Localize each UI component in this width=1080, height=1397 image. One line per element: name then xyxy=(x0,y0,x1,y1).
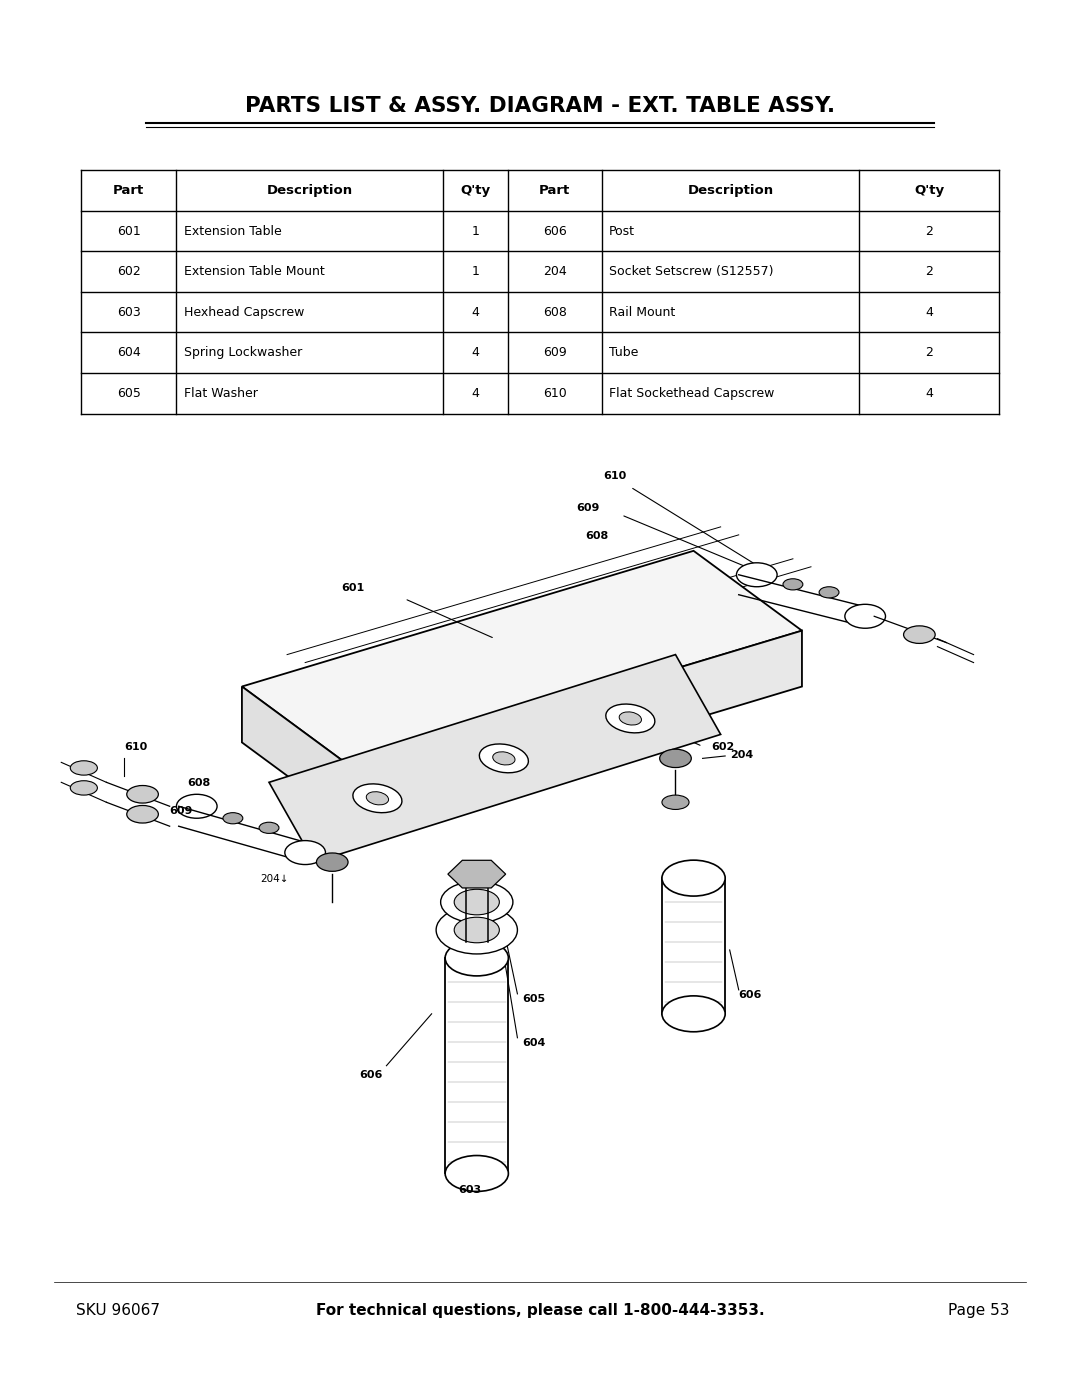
Text: Extension Table Mount: Extension Table Mount xyxy=(184,265,325,278)
Polygon shape xyxy=(350,630,802,823)
Ellipse shape xyxy=(285,841,325,865)
Ellipse shape xyxy=(366,792,389,805)
Polygon shape xyxy=(242,550,802,767)
Ellipse shape xyxy=(441,882,513,923)
Text: 609: 609 xyxy=(543,346,567,359)
Ellipse shape xyxy=(455,918,499,943)
Text: 601: 601 xyxy=(341,583,365,592)
Text: Part: Part xyxy=(113,184,145,197)
Text: 608: 608 xyxy=(188,778,211,788)
Polygon shape xyxy=(269,655,720,862)
Text: Flat Washer: Flat Washer xyxy=(184,387,258,400)
Text: 2: 2 xyxy=(926,225,933,237)
Text: Part: Part xyxy=(539,184,570,197)
Text: For technical questions, please call 1-800-444-3353.: For technical questions, please call 1-8… xyxy=(315,1303,765,1317)
Ellipse shape xyxy=(904,626,935,644)
Text: 608: 608 xyxy=(585,531,608,541)
Text: 609: 609 xyxy=(576,503,599,513)
Ellipse shape xyxy=(737,563,778,587)
Text: 204: 204 xyxy=(543,265,567,278)
Ellipse shape xyxy=(126,785,159,803)
Ellipse shape xyxy=(436,907,517,954)
Text: Socket Setscrew (S12557): Socket Setscrew (S12557) xyxy=(609,265,773,278)
Text: 1: 1 xyxy=(471,225,480,237)
Ellipse shape xyxy=(819,587,839,598)
Text: 604: 604 xyxy=(522,1038,545,1048)
Text: Rail Mount: Rail Mount xyxy=(609,306,675,319)
Ellipse shape xyxy=(353,784,402,813)
Ellipse shape xyxy=(445,940,509,977)
Text: 608: 608 xyxy=(543,306,567,319)
Text: 610: 610 xyxy=(543,387,567,400)
Text: 606: 606 xyxy=(360,1070,382,1080)
Polygon shape xyxy=(242,686,350,823)
Ellipse shape xyxy=(259,823,279,834)
Text: 602: 602 xyxy=(117,265,140,278)
Text: 603: 603 xyxy=(117,306,140,319)
Ellipse shape xyxy=(176,795,217,819)
Text: 605: 605 xyxy=(117,387,140,400)
Text: 610: 610 xyxy=(604,471,626,481)
Ellipse shape xyxy=(662,795,689,809)
Text: 609: 609 xyxy=(170,806,193,816)
Ellipse shape xyxy=(619,712,642,725)
Text: 2: 2 xyxy=(926,265,933,278)
Text: 604: 604 xyxy=(117,346,140,359)
Text: 610: 610 xyxy=(124,742,148,753)
Text: Hexhead Capscrew: Hexhead Capscrew xyxy=(184,306,305,319)
Text: 204↓: 204↓ xyxy=(260,875,288,884)
Text: 4: 4 xyxy=(926,387,933,400)
Text: 603: 603 xyxy=(459,1186,482,1196)
Text: Post: Post xyxy=(609,225,635,237)
Text: 601: 601 xyxy=(117,225,140,237)
Ellipse shape xyxy=(70,761,97,775)
Text: Flat Sockethead Capscrew: Flat Sockethead Capscrew xyxy=(609,387,774,400)
Ellipse shape xyxy=(480,745,528,773)
Ellipse shape xyxy=(455,890,499,915)
Text: Description: Description xyxy=(267,184,353,197)
Text: 605: 605 xyxy=(522,993,545,1004)
Ellipse shape xyxy=(70,781,97,795)
Text: Page 53: Page 53 xyxy=(948,1303,1010,1317)
Text: 602: 602 xyxy=(712,742,734,753)
Text: 204: 204 xyxy=(730,750,753,760)
Text: Spring Lockwasher: Spring Lockwasher xyxy=(184,346,302,359)
Text: Extension Table: Extension Table xyxy=(184,225,282,237)
Text: 4: 4 xyxy=(471,387,480,400)
Ellipse shape xyxy=(662,861,725,895)
Ellipse shape xyxy=(316,854,348,872)
Polygon shape xyxy=(448,861,505,888)
Text: 606: 606 xyxy=(543,225,567,237)
Text: 4: 4 xyxy=(471,346,480,359)
Text: 4: 4 xyxy=(471,306,480,319)
Ellipse shape xyxy=(660,749,691,767)
Ellipse shape xyxy=(126,806,159,823)
Text: 606: 606 xyxy=(739,990,762,1000)
Ellipse shape xyxy=(606,704,654,733)
Text: PARTS LIST & ASSY. DIAGRAM - EXT. TABLE ASSY.: PARTS LIST & ASSY. DIAGRAM - EXT. TABLE … xyxy=(245,96,835,116)
Text: Description: Description xyxy=(688,184,773,197)
Ellipse shape xyxy=(783,578,802,590)
Text: Q'ty: Q'ty xyxy=(914,184,944,197)
Text: SKU 96067: SKU 96067 xyxy=(76,1303,160,1317)
Text: Q'ty: Q'ty xyxy=(460,184,490,197)
Ellipse shape xyxy=(222,813,243,824)
Ellipse shape xyxy=(845,605,886,629)
Text: 1: 1 xyxy=(471,265,480,278)
Ellipse shape xyxy=(662,996,725,1032)
Text: Tube: Tube xyxy=(609,346,638,359)
Ellipse shape xyxy=(492,752,515,766)
Text: 2: 2 xyxy=(926,346,933,359)
Text: 4: 4 xyxy=(926,306,933,319)
Ellipse shape xyxy=(445,1155,509,1192)
